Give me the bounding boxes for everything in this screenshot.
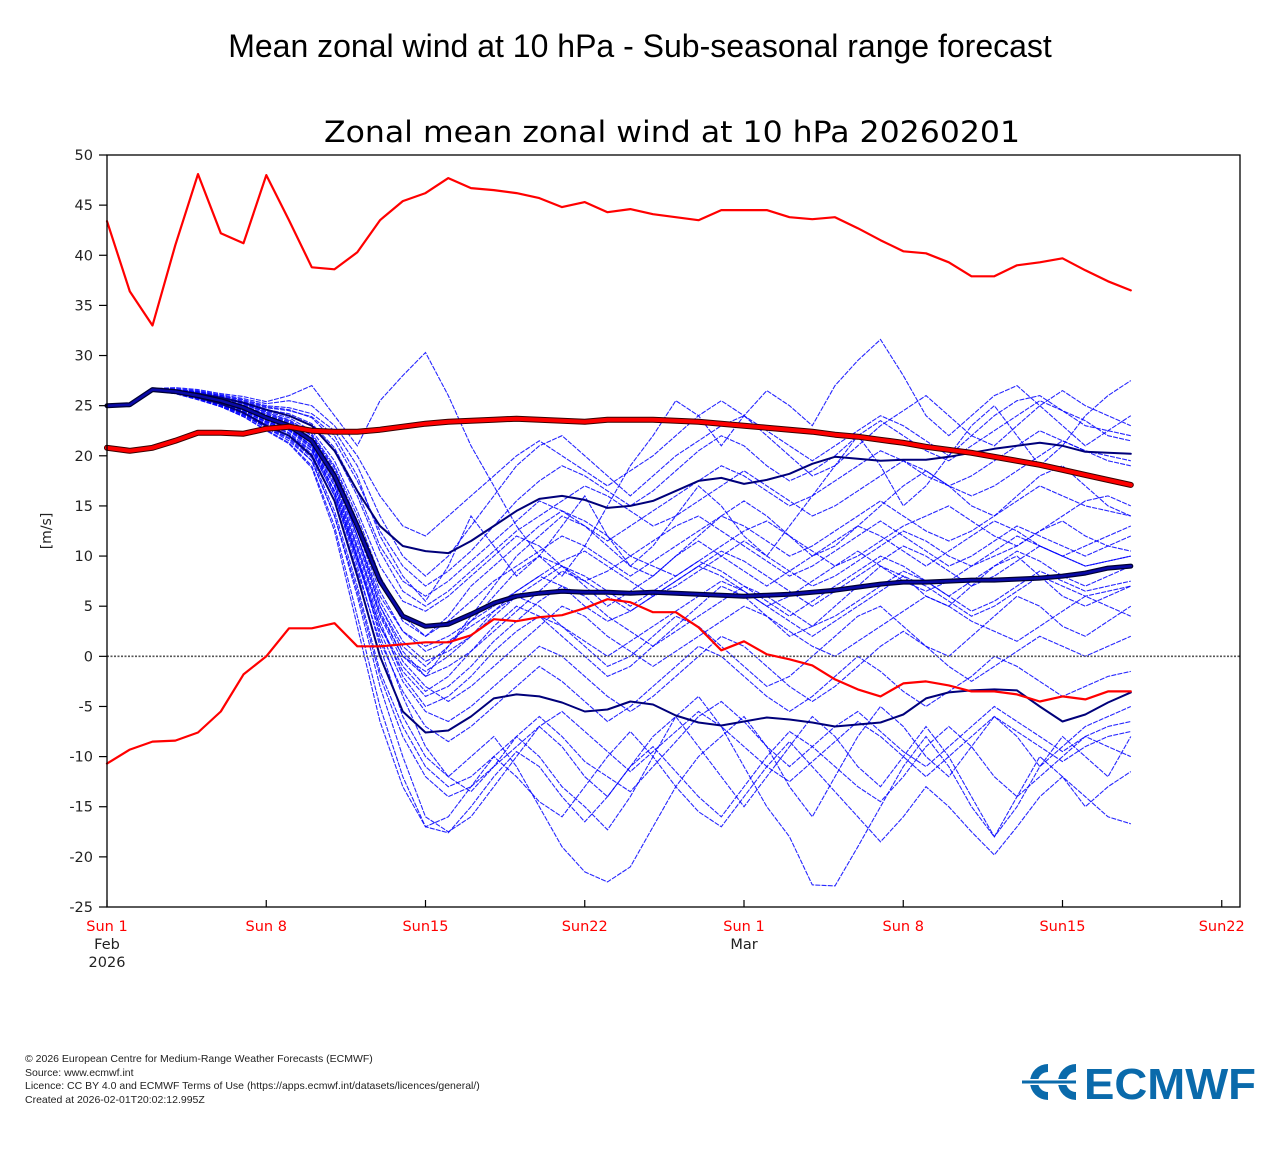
y-tick-label: 20 — [75, 449, 93, 465]
chart-title: Zonal mean zonal wind at 10 hPa 20260201 — [324, 115, 1020, 149]
y-tick-label: 40 — [75, 248, 93, 264]
ensemble-lower-percentile-line — [106, 388, 1132, 734]
ensemble-member-line — [107, 390, 1131, 856]
climatological-maximum-line — [105, 173, 1132, 327]
ensemble-member-line — [106, 389, 1131, 673]
ensemble-upper-percentile-line — [106, 388, 1132, 555]
ensemble-member-line — [106, 389, 1131, 647]
x-tick-label: Sun 8 — [246, 919, 287, 935]
x-tick-label: Sun22 — [1199, 919, 1245, 935]
y-tick-label: 30 — [75, 349, 93, 365]
ensemble-member-line — [107, 390, 1132, 887]
climatological-mean-line — [105, 416, 1133, 487]
y-tick-label: -25 — [69, 900, 93, 916]
ensemble-mean-line — [105, 388, 1133, 628]
x-tick-label: Sun 1 — [723, 919, 764, 935]
y-tick-label: -15 — [69, 800, 93, 816]
y-tick-label: 50 — [75, 148, 93, 164]
ecmwf-logo-icon — [1019, 1064, 1079, 1100]
x-month-label: Mar — [730, 937, 757, 953]
y-tick-label: 10 — [75, 549, 93, 565]
ensemble-member-line — [106, 389, 1132, 693]
page-title: Mean zonal wind at 10 hPa - Sub-seasonal… — [228, 28, 1052, 64]
ensemble-member-line — [106, 338, 1132, 577]
summary-series — [104, 173, 1134, 765]
ensemble-member-line — [106, 388, 1132, 638]
ensemble-member-line — [106, 389, 1132, 577]
plot-frame — [106, 154, 1241, 908]
ensemble-member-line — [106, 388, 1131, 537]
y-tick-label: -10 — [69, 750, 93, 766]
x-tick-label: Sun15 — [402, 919, 448, 935]
licence-text: Licence: CC BY 4.0 and ECMWF Terms of Us… — [25, 1080, 480, 1092]
y-tick-label: 35 — [75, 298, 93, 314]
x-tick-label: Sun15 — [1039, 919, 1085, 935]
ensemble-member-line — [107, 390, 1131, 798]
y-tick-label: 15 — [75, 499, 93, 515]
chart: Zonal mean zonal wind at 10 hPa 20260201… — [39, 115, 1245, 971]
created-at-text: Created at 2026-02-01T20:02:12.995Z — [25, 1093, 205, 1106]
ensemble-member-line — [106, 389, 1132, 708]
x-year-label: 2026 — [89, 955, 126, 971]
y-tick-label: 0 — [84, 649, 93, 665]
ensemble-member-line — [106, 389, 1132, 883]
x-axis: Sun 1 Feb 2026 Sun 8 Sun15 Sun22 Sun 1 Mar Sun 8… — [86, 900, 1245, 971]
climatological-minimum-line — [105, 598, 1132, 765]
ensemble-member-line — [106, 389, 1131, 698]
ensemble-member-line — [106, 389, 1131, 637]
copyright-text: © 2026 European Centre for Medium-Range … — [25, 1053, 373, 1065]
x-month-label: Feb — [94, 937, 120, 953]
y-tick-label: -20 — [69, 850, 93, 866]
ensemble-member-line — [107, 390, 1132, 834]
source-text: Source: www.ecmwf.int — [25, 1066, 134, 1079]
ensemble-member-line — [107, 390, 1132, 838]
footer-credits: © 2026 European Centre for Medium-Range … — [25, 1053, 480, 1107]
ecmwf-logo-text: ECMWF — [1084, 1060, 1256, 1106]
x-tick-label: Sun 1 — [86, 919, 127, 935]
ensemble-member-line — [106, 389, 1132, 652]
ensemble-member-line — [106, 380, 1132, 603]
ensemble-member-line — [106, 389, 1132, 678]
y-tick-label: 5 — [84, 599, 93, 615]
x-tick-label: Sun22 — [562, 919, 608, 935]
ecmwf-logo: ECMWF — [1019, 1060, 1256, 1106]
x-tick-label: Sun 8 — [883, 919, 924, 935]
y-tick-label: 45 — [75, 198, 93, 214]
y-axis-label: [m/s] — [39, 513, 55, 550]
ensemble-member-line — [107, 390, 1131, 793]
y-tick-label: -5 — [79, 699, 93, 715]
ensemble-member-line — [106, 389, 1131, 662]
y-tick-label: 25 — [75, 399, 93, 415]
